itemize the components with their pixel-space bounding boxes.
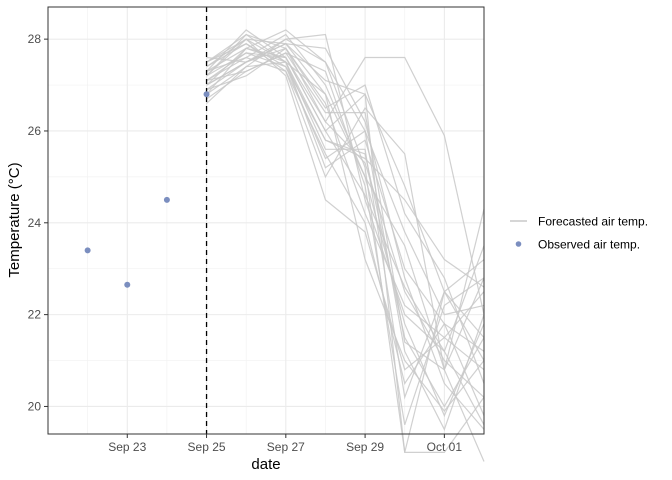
observed-point-4 <box>203 91 210 98</box>
forecast-line-20 <box>206 52 485 316</box>
observed-point-1 <box>84 247 91 254</box>
forecast-line-23 <box>206 52 485 462</box>
forecast-line-17 <box>206 47 485 371</box>
legend-label-observed: Observed air temp. <box>538 238 640 252</box>
forecast-line-15 <box>206 33 485 418</box>
y-tick-label: 28 <box>28 32 42 46</box>
y-tick-label: 20 <box>28 399 42 413</box>
plot-border <box>47 6 485 435</box>
legend-label-forecast: Forecasted air temp. <box>538 215 648 229</box>
forecast-line-22 <box>206 47 485 426</box>
x-axis-ticks: Sep 23 Sep 25 Sep 27 Sep 29 Oct 01 <box>108 434 462 454</box>
forecast-line-24 <box>206 33 485 288</box>
y-axis-title: Temperature (°C) <box>6 162 23 277</box>
x-axis-title: date <box>251 456 280 473</box>
forecast-line-8 <box>206 43 485 408</box>
forecast-line-19 <box>206 38 485 413</box>
legend-key-observed <box>515 241 522 247</box>
minor-gridlines <box>48 7 484 434</box>
observed-points <box>84 91 210 288</box>
y-axis-ticks: 20 22 24 26 28 <box>28 32 48 413</box>
y-tick-label: 26 <box>28 124 42 138</box>
x-tick-label: Sep 25 <box>188 440 226 454</box>
forecast-line-12 <box>206 47 485 352</box>
forecast-line-11 <box>206 43 485 430</box>
forecast-line-21 <box>206 38 485 453</box>
forecast-line-14 <box>206 29 485 315</box>
forecast-line-10 <box>206 38 485 371</box>
observed-point-3 <box>163 196 170 203</box>
forecast-line-7 <box>206 33 485 353</box>
y-tick-label: 24 <box>28 216 42 230</box>
forecast-line-9 <box>206 47 485 384</box>
x-tick-label: Oct 01 <box>427 440 463 454</box>
forecast-line-16 <box>206 43 485 370</box>
forecast-line-5 <box>206 38 485 372</box>
y-tick-label: 22 <box>28 308 42 322</box>
x-tick-label: Sep 23 <box>108 440 146 454</box>
forecast-ensemble <box>206 29 485 462</box>
observed-point-2 <box>124 281 131 288</box>
plot-background <box>48 7 484 434</box>
x-tick-label: Sep 27 <box>267 440 305 454</box>
legend: Forecasted air temp. Observed air temp. <box>510 215 648 252</box>
x-tick-label: Sep 29 <box>346 440 384 454</box>
